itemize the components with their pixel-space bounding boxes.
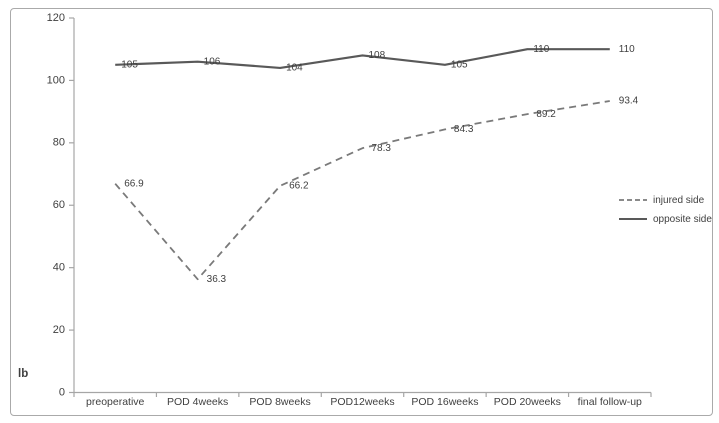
x-category-label: POD 4weeks bbox=[167, 396, 228, 408]
y-axis-unit-label: lb bbox=[18, 368, 29, 380]
data-label: 110 bbox=[619, 44, 635, 55]
legend-item-injured-side: injured side bbox=[618, 194, 712, 206]
y-tick-label: 100 bbox=[47, 74, 65, 86]
x-axis-ticks bbox=[73, 392, 652, 397]
data-label: 108 bbox=[369, 50, 386, 61]
data-label: 66.9 bbox=[124, 178, 144, 189]
y-tick-label: 40 bbox=[53, 262, 65, 274]
data-label: 93.4 bbox=[619, 96, 639, 107]
series-injured-side bbox=[114, 100, 610, 281]
data-label: 84.3 bbox=[454, 124, 474, 135]
data-label: 36.3 bbox=[207, 274, 227, 285]
axes bbox=[73, 18, 651, 394]
chart-border-frame bbox=[10, 8, 713, 416]
y-tick-label: 120 bbox=[47, 12, 65, 24]
legend: injured side opposite side bbox=[618, 194, 712, 225]
x-category-label: final follow-up bbox=[578, 396, 642, 408]
y-tick-label: 0 bbox=[59, 386, 65, 398]
data-label: 110 bbox=[533, 44, 549, 55]
data-label: 105 bbox=[121, 59, 138, 70]
data-label: 106 bbox=[204, 56, 221, 67]
x-category-label: POD 20weeks bbox=[494, 396, 561, 408]
data-label: 78.3 bbox=[372, 143, 392, 154]
x-category-label: POD12weeks bbox=[330, 396, 394, 408]
data-label: 89.2 bbox=[536, 109, 556, 120]
dashed-line-sample-icon bbox=[619, 199, 647, 201]
data-label: 105 bbox=[451, 59, 468, 70]
y-tick-label: 60 bbox=[53, 199, 65, 211]
x-category-label: POD 16weeks bbox=[411, 396, 478, 408]
data-label: 104 bbox=[286, 63, 303, 74]
solid-line-sample-icon bbox=[619, 218, 647, 220]
y-tick-label: 20 bbox=[53, 324, 65, 336]
y-tick-label: 80 bbox=[53, 137, 65, 149]
data-labels-opposite-side: 105 106 104 108 105 110 110 bbox=[121, 44, 635, 74]
x-category-label: preoperative bbox=[86, 396, 145, 408]
x-category-labels: preoperative POD 4weeks POD 8weeks POD12wee… bbox=[86, 396, 642, 408]
x-category-label: POD 8weeks bbox=[249, 396, 310, 408]
data-labels-injured-side: 66.9 36.3 66.2 78.3 84.3 89.2 93.4 bbox=[124, 96, 638, 285]
legend-item-opposite-side: opposite side bbox=[618, 213, 712, 225]
legend-label-opposite-side: opposite side bbox=[653, 213, 712, 225]
series-opposite-side bbox=[115, 48, 610, 70]
y-axis-ticks: 0 20 40 60 80 100 120 bbox=[47, 12, 74, 398]
legend-label-injured-side: injured side bbox=[653, 194, 705, 206]
data-label: 66.2 bbox=[289, 181, 309, 192]
